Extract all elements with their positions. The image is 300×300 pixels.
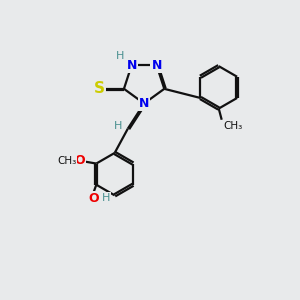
Text: N: N bbox=[127, 58, 137, 72]
Text: O: O bbox=[88, 192, 99, 205]
Text: CH₃: CH₃ bbox=[223, 121, 242, 131]
Text: O: O bbox=[74, 154, 85, 167]
Text: H: H bbox=[113, 121, 122, 130]
Text: H: H bbox=[101, 193, 110, 203]
Text: N: N bbox=[152, 58, 162, 72]
Text: CH₃: CH₃ bbox=[57, 156, 76, 166]
Text: S: S bbox=[93, 81, 104, 96]
Text: H: H bbox=[116, 51, 124, 61]
Text: N: N bbox=[139, 97, 149, 110]
